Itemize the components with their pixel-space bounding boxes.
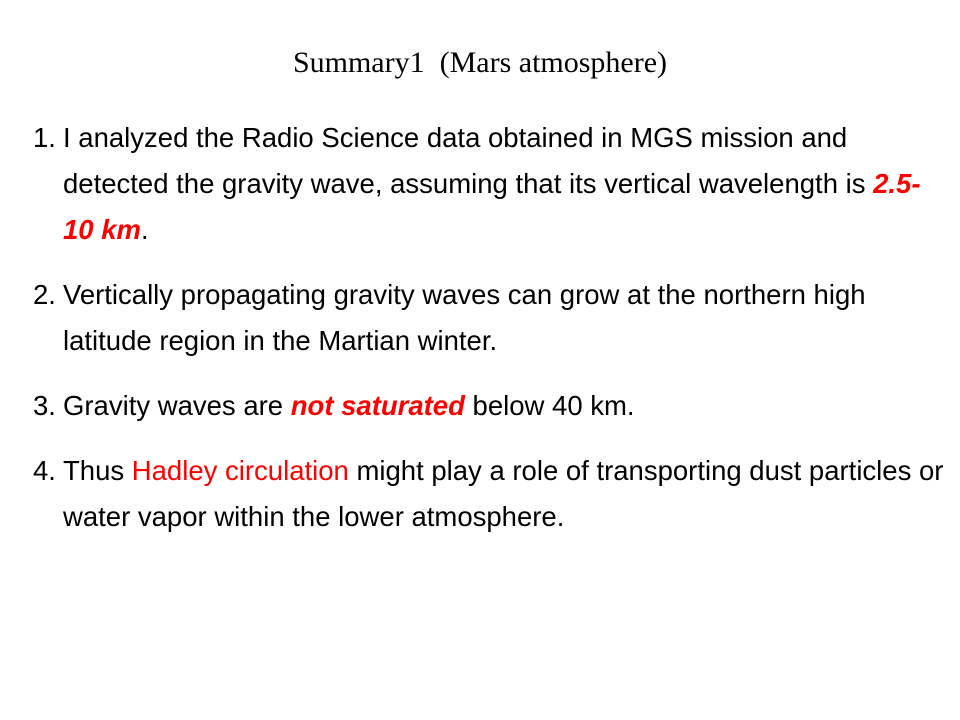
text-run: Vertically propagating gravity waves can… (63, 279, 874, 356)
list-item: 1. I analyzed the Radio Science data obta… (33, 115, 948, 253)
item-number: 4. (33, 455, 56, 486)
item-text: Gravity waves are not saturated below 40… (63, 390, 635, 421)
text-run: not saturated (290, 390, 465, 421)
item-number: 1. (33, 122, 56, 153)
text-run: Gravity waves are (63, 390, 291, 421)
item-text: Thus Hadley circulation might play a rol… (63, 455, 951, 532)
text-run: 2.5-10 km (63, 168, 921, 245)
bullet-list: 1. I analyzed the Radio Science data obta… (33, 115, 948, 559)
item-number: 2. (33, 279, 56, 310)
item-number: 3. (33, 390, 56, 421)
slide-title: Summary1 (Mars atmosphere) (292, 46, 668, 79)
text-run: Hadley circulation (131, 455, 349, 486)
text-run: I analyzed the Radio Science data obtain… (63, 122, 874, 199)
text-run: . (140, 214, 149, 245)
list-item: 2. Vertically propagating gravity waves c… (33, 272, 948, 364)
text-run: below 40 km. (464, 390, 635, 421)
list-item: 4. Thus Hadley circulation might play a r… (33, 448, 948, 540)
text-run: might play a role of transporting dust p… (63, 455, 952, 532)
item-text: I analyzed the Radio Science data obtain… (63, 122, 921, 245)
text-run: Thus (63, 455, 132, 486)
list-item: 3. Gravity waves are not saturated below … (33, 383, 948, 429)
item-text: Vertically propagating gravity waves can… (63, 279, 873, 356)
